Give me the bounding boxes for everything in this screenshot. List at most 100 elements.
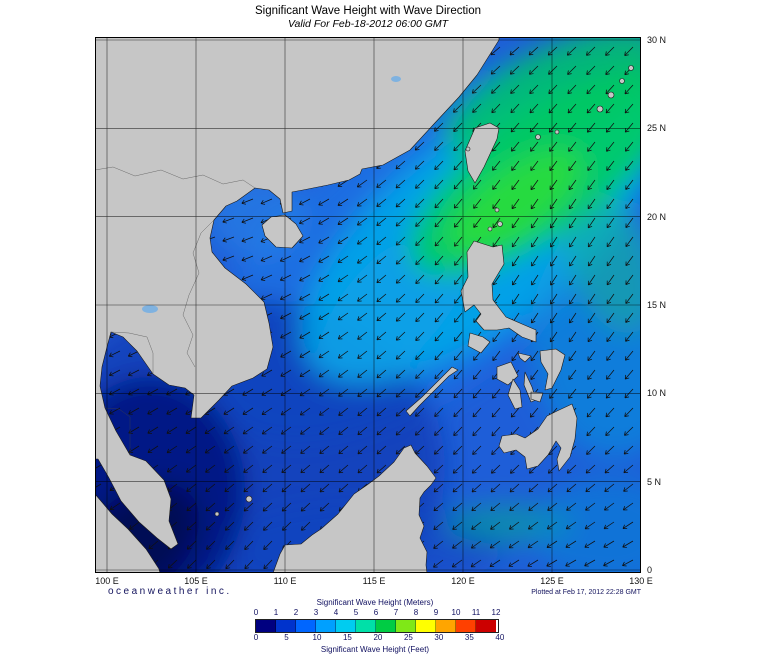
- wave-arrow: [511, 198, 520, 210]
- legend-meters-tick: 4: [333, 608, 339, 617]
- plotted-timestamp: Plotted at Feb 17, 2012 22:28 GMT: [531, 589, 641, 596]
- wave-arrow: [263, 559, 273, 570]
- wave-arrow: [529, 407, 539, 418]
- wave-arrow: [223, 426, 235, 435]
- wave-arrow: [299, 217, 311, 225]
- wave-arrow: [318, 274, 330, 282]
- wave-arrow: [569, 293, 577, 305]
- wave-arrow: [452, 464, 463, 474]
- wave-arrow: [395, 369, 406, 379]
- wave-arrow: [587, 331, 596, 343]
- wave-arrow: [415, 293, 425, 304]
- wave-arrow: [299, 236, 311, 244]
- land-borneo: [272, 444, 437, 573]
- wave-arrow: [376, 426, 387, 436]
- wave-arrow: [603, 540, 615, 548]
- wave-arrow: [127, 350, 140, 358]
- wave-arrow: [244, 540, 254, 550]
- wave-arrow: [604, 445, 615, 455]
- wave-arrow: [453, 103, 463, 113]
- wave-arrow: [433, 445, 444, 455]
- wave-arrow: [205, 483, 216, 493]
- wave-arrow: [357, 236, 368, 245]
- wave-arrow: [241, 236, 254, 243]
- wave-arrow: [511, 179, 520, 190]
- legend-color-segment: [356, 620, 376, 632]
- wave-arrow: [243, 445, 254, 454]
- legend-feet-tick: 15: [342, 633, 352, 642]
- wave-arrow: [606, 236, 615, 248]
- wave-arrow: [244, 521, 254, 531]
- wave-arrow: [548, 103, 558, 114]
- wave-arrow: [357, 331, 368, 340]
- wave-arrow: [625, 236, 634, 247]
- wave-arrow: [395, 312, 406, 322]
- wave-height-map: [95, 37, 641, 573]
- wave-arrow: [491, 445, 501, 455]
- wave-arrow: [244, 559, 254, 570]
- wave-arrow: [262, 445, 273, 454]
- wave-arrow: [586, 84, 596, 95]
- wave-arrow: [625, 350, 634, 361]
- wave-arrow: [434, 160, 444, 170]
- wave-arrow: [603, 521, 615, 530]
- wave-arrow: [531, 312, 539, 324]
- wave-arrow: [605, 65, 615, 76]
- lon-label: 110 E: [273, 576, 297, 586]
- wave-arrow: [472, 407, 482, 418]
- wave-arrow: [624, 407, 634, 418]
- wave-arrow: [472, 445, 482, 455]
- wave-arrow: [415, 331, 425, 341]
- wave-arrow: [415, 255, 425, 265]
- wave-arrow: [511, 141, 520, 152]
- wave-arrow: [357, 312, 368, 321]
- wave-arrow: [280, 312, 292, 320]
- wave-arrow: [434, 217, 444, 228]
- wave-arrow: [300, 464, 311, 474]
- land-sumatra: [95, 493, 161, 573]
- wave-arrow: [606, 160, 615, 171]
- legend-color-segment: [396, 620, 416, 632]
- legend-meters-tick: 10: [451, 608, 461, 617]
- wave-arrow: [279, 293, 292, 301]
- wave-arrow: [586, 103, 596, 114]
- wave-arrow: [531, 236, 539, 248]
- wave-arrow: [357, 464, 368, 474]
- wave-arrow: [509, 483, 520, 493]
- wave-arrow: [434, 407, 444, 417]
- wave-arrow: [395, 331, 406, 341]
- wave-arrow: [337, 236, 349, 244]
- wave-arrow: [625, 179, 634, 190]
- wave-arrow: [206, 559, 216, 569]
- wave-arrow: [625, 217, 634, 228]
- wave-arrow: [434, 198, 444, 209]
- wave-arrow: [510, 407, 520, 418]
- wave-arrow: [530, 160, 539, 171]
- wave-arrow: [530, 179, 539, 191]
- wave-arrow: [433, 122, 444, 132]
- legend-color-segment: [316, 620, 336, 632]
- wave-arrow: [338, 369, 349, 378]
- wave-arrow: [243, 483, 254, 493]
- wave-arrow: [204, 445, 216, 454]
- wave-arrow: [282, 521, 292, 531]
- legend-color-segment: [436, 620, 456, 632]
- wave-arrow: [357, 445, 368, 455]
- wave-arrow: [453, 369, 463, 380]
- lon-label: 130 E: [629, 576, 653, 586]
- wave-arrow: [605, 407, 615, 418]
- wave-arrow: [376, 255, 387, 265]
- wave-arrow: [263, 540, 273, 550]
- wave-arrow: [604, 502, 615, 511]
- wave-arrow: [605, 46, 615, 56]
- wave-arrow: [586, 445, 596, 455]
- wave-arrow: [263, 521, 273, 531]
- map-border: [95, 37, 641, 573]
- wave-arrow: [565, 540, 577, 548]
- legend-feet-tick: 40: [495, 633, 505, 642]
- wave-arrow: [511, 236, 520, 248]
- wave-arrow: [128, 388, 140, 396]
- wave-arrow: [395, 160, 406, 170]
- wave-arrow: [622, 521, 634, 529]
- wave-arrow: [186, 540, 197, 550]
